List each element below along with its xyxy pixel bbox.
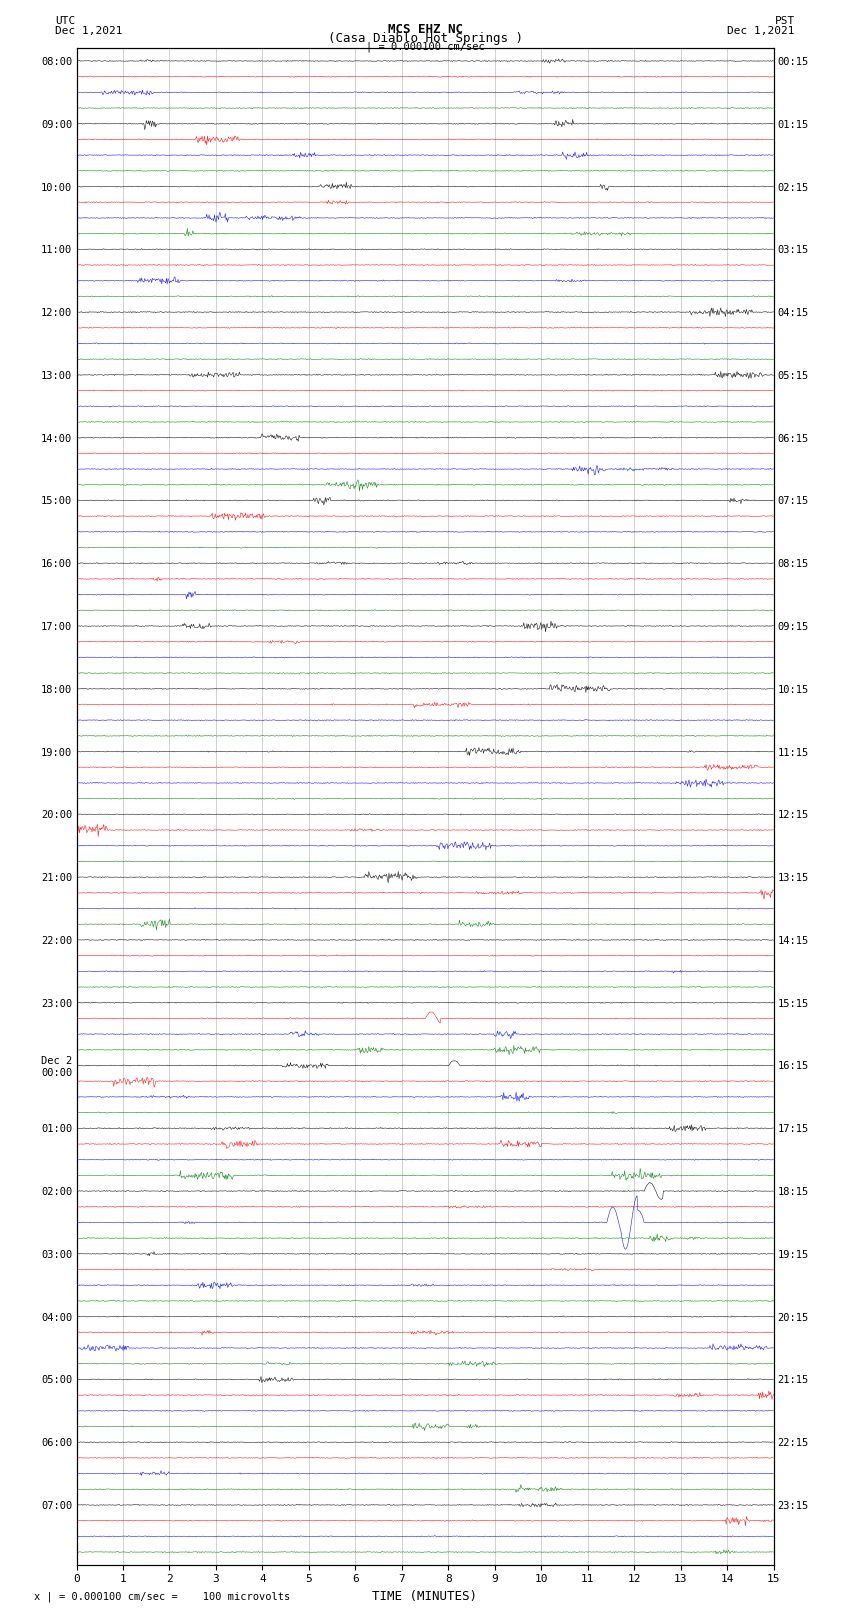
Text: x | = 0.000100 cm/sec =    100 microvolts: x | = 0.000100 cm/sec = 100 microvolts [34, 1590, 290, 1602]
Text: (Casa Diablo Hot Springs ): (Casa Diablo Hot Springs ) [327, 32, 523, 45]
Text: PST: PST [774, 16, 795, 26]
Text: Dec 1,2021: Dec 1,2021 [55, 26, 122, 35]
Text: Dec 1,2021: Dec 1,2021 [728, 26, 795, 35]
Text: | = 0.000100 cm/sec: | = 0.000100 cm/sec [366, 42, 484, 53]
Text: MCS EHZ NC: MCS EHZ NC [388, 23, 462, 35]
X-axis label: TIME (MINUTES): TIME (MINUTES) [372, 1590, 478, 1603]
Text: UTC: UTC [55, 16, 76, 26]
